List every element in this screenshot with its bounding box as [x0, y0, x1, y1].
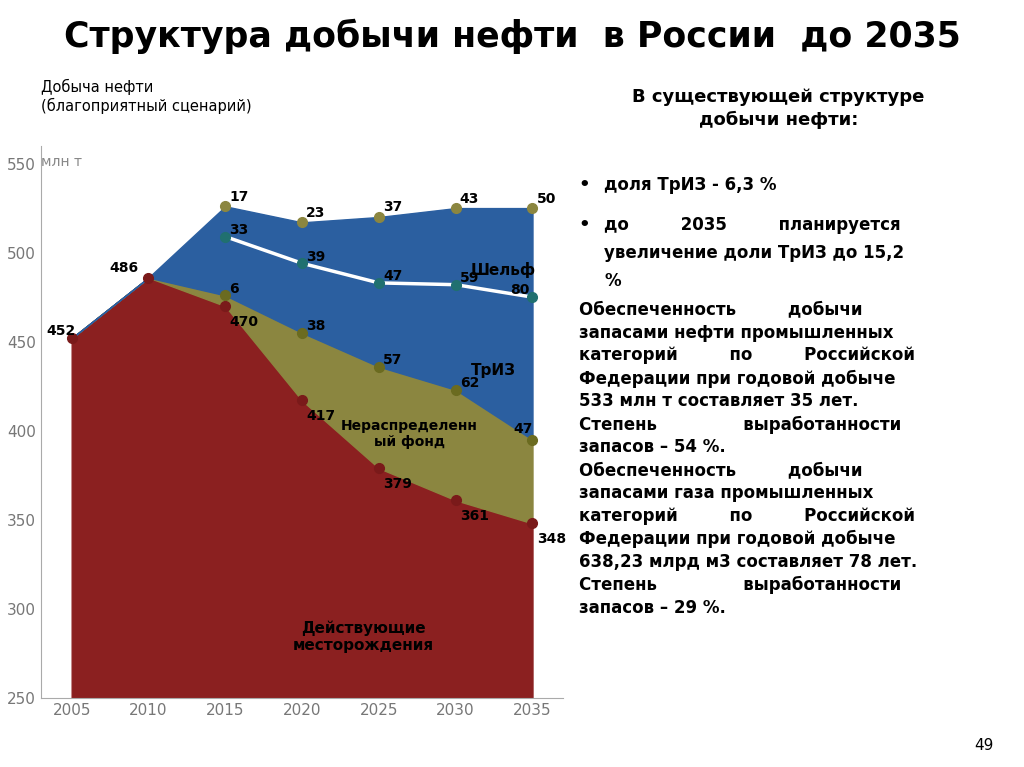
Text: •: • [579, 216, 590, 234]
Text: млн т: млн т [41, 155, 82, 169]
Text: 62: 62 [460, 376, 479, 390]
Text: 470: 470 [229, 314, 258, 328]
Text: Действующие
месторождения: Действующие месторождения [293, 621, 434, 653]
Text: Шельф: Шельф [471, 262, 537, 278]
Text: 38: 38 [306, 319, 326, 333]
Text: Добыча нефти
(благоприятный сценарий): Добыча нефти (благоприятный сценарий) [41, 79, 252, 114]
Text: Нераспределенн
ый фонд: Нераспределенн ый фонд [341, 420, 478, 449]
Text: 348: 348 [537, 532, 566, 546]
Text: %: % [604, 272, 621, 289]
Text: 486: 486 [110, 261, 138, 275]
Text: 379: 379 [383, 476, 412, 491]
Text: 39: 39 [306, 249, 326, 264]
Text: 417: 417 [306, 409, 336, 423]
Text: 43: 43 [460, 192, 479, 206]
Text: 49: 49 [974, 738, 993, 753]
Text: 17: 17 [229, 189, 249, 204]
Text: •: • [579, 176, 590, 194]
Text: доля ТрИЗ - 6,3 %: доля ТрИЗ - 6,3 % [604, 176, 776, 194]
Text: 6: 6 [229, 281, 239, 295]
Text: Структура добычи нефти  в России  до 2035: Структура добычи нефти в России до 2035 [63, 19, 961, 54]
Text: 59: 59 [460, 271, 479, 285]
Text: 80: 80 [510, 283, 529, 298]
Text: 452: 452 [47, 324, 76, 338]
Text: увеличение доли ТрИЗ до 15,2: увеличение доли ТрИЗ до 15,2 [604, 244, 904, 262]
Text: 57: 57 [383, 353, 402, 367]
Text: 361: 361 [460, 509, 488, 522]
Text: 23: 23 [306, 206, 326, 220]
Text: 37: 37 [383, 200, 402, 215]
Text: 50: 50 [537, 192, 556, 206]
Text: до         2035         планируется: до 2035 планируется [604, 216, 901, 234]
Text: 47: 47 [513, 422, 532, 436]
Text: В существующей структуре
добычи нефти:: В существующей структуре добычи нефти: [632, 88, 925, 129]
Text: ТрИЗ: ТрИЗ [471, 363, 516, 377]
Text: Обеспеченность         добычи
запасами нефти промышленных
категорий         по  : Обеспеченность добычи запасами нефти про… [579, 301, 916, 617]
Text: 47: 47 [383, 269, 402, 283]
Text: 33: 33 [229, 222, 249, 237]
